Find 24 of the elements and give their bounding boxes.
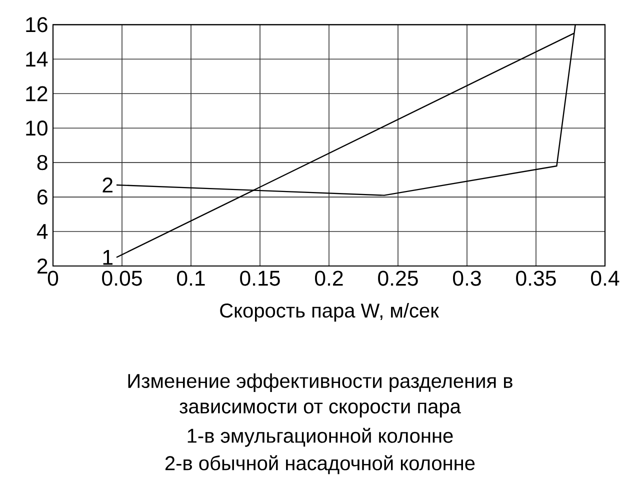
text: 2-в обычной насадочной колонне bbox=[165, 455, 475, 474]
y-tick-label: 12 bbox=[26, 86, 48, 102]
y-tick-label: 8 bbox=[37, 155, 48, 170]
x-tick-label: 0.35 bbox=[516, 270, 556, 286]
text: Изменение эффективности разделения в bbox=[128, 373, 512, 392]
text: зависимости от скорости пара bbox=[180, 402, 461, 418]
x-tick-label: 0.3 bbox=[453, 270, 481, 286]
x-tick-label: 0 bbox=[48, 270, 58, 286]
text: 1-в эмульгационной колонне bbox=[188, 428, 453, 447]
x-tick-label: 0.05 bbox=[102, 270, 142, 286]
y-tick-label: 6 bbox=[38, 190, 48, 205]
y-tick-label: 14 bbox=[26, 52, 48, 66]
x-tick-label: 0.1 bbox=[177, 270, 205, 286]
series-label: 1 bbox=[103, 250, 112, 265]
x-tick-label: 0.25 bbox=[378, 270, 418, 286]
x-tick-label: 0.4 bbox=[591, 270, 620, 286]
x-axis-title: Скорость пара W, м/сек bbox=[220, 302, 439, 322]
y-tick-label: 2 bbox=[37, 258, 48, 274]
x-tick-label: 0.15 bbox=[240, 270, 280, 286]
y-tick-label: 16 bbox=[26, 17, 48, 32]
y-tick-label: 10 bbox=[26, 120, 48, 136]
x-tick-label: 0.2 bbox=[315, 270, 343, 286]
y-tick-label: 4 bbox=[36, 224, 48, 239]
series-label: 2 bbox=[102, 178, 112, 192]
